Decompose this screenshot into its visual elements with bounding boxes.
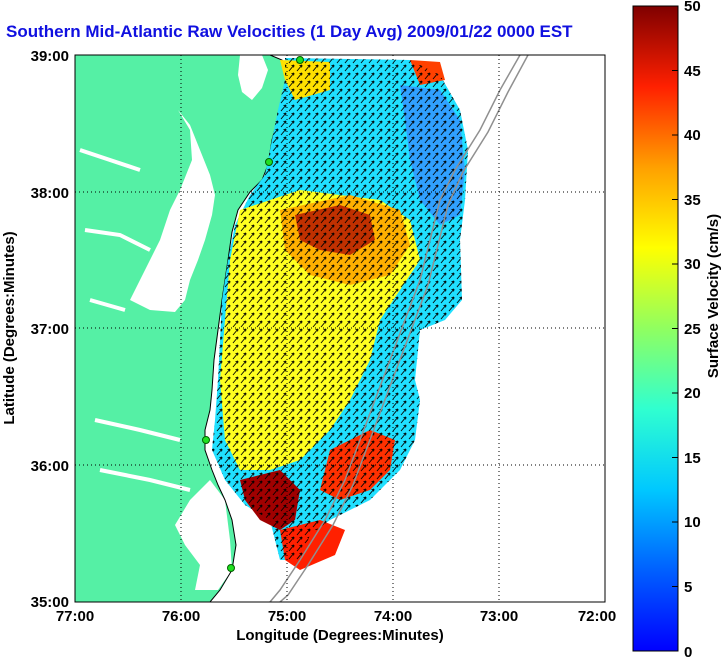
y-tick-label: 36:00	[31, 458, 69, 475]
radar-station-marker	[265, 158, 273, 166]
x-tick-label: 77:00	[56, 608, 94, 625]
colorbar-tick: 10	[684, 514, 701, 531]
chesapeake-bay	[130, 110, 215, 312]
radar-station-marker	[296, 56, 304, 64]
rivers	[79, 148, 191, 492]
colorbar-tick: 0	[684, 644, 692, 659]
y-axis-label: Latitude (Degrees:Minutes)	[1, 231, 18, 424]
velocity-arrows	[212, 58, 468, 560]
y-axis: 39:00 38:00 37:00 36:00 35:00 Latitude (…	[1, 48, 69, 611]
delaware-bay	[238, 55, 268, 100]
pamlico-sound	[175, 480, 232, 590]
colorbar-tick: 30	[684, 256, 701, 273]
y-tick-label: 38:00	[31, 185, 69, 202]
colorbar-tick: 5	[684, 579, 692, 596]
bathymetry-contour-2	[279, 55, 529, 602]
colorbar: 50 45 40 35 30 25 20 15 10 5 0 Surface V…	[632, 0, 722, 659]
colorbar-gradient	[632, 5, 679, 652]
x-axis-label: Longitude (Degrees:Minutes)	[236, 627, 444, 644]
colorbar-tick: 35	[684, 192, 701, 209]
colorbar-label: Surface Velocity (cm/s)	[705, 214, 722, 378]
x-tick-label: 73:00	[480, 608, 518, 625]
x-tick-label: 74:00	[374, 608, 412, 625]
colorbar-tick: 25	[684, 321, 701, 338]
chart-title: Southern Mid-Atlantic Raw Velocities (1 …	[6, 22, 573, 41]
y-tick-label: 37:00	[31, 321, 69, 338]
colorbar-tick: 45	[684, 63, 701, 80]
axes-frame	[74, 54, 606, 603]
x-tick-label: 75:00	[268, 608, 306, 625]
x-axis: 77:00 76:00 75:00 74:00 73:00 72:00 Long…	[56, 608, 616, 644]
colorbar-tick: 50	[684, 0, 701, 15]
colorbar-tick: 20	[684, 385, 701, 402]
x-tick-label: 72:00	[578, 608, 616, 625]
grid-lines	[75, 55, 605, 602]
radar-station-marker	[227, 564, 235, 572]
y-tick-label: 35:00	[31, 594, 69, 611]
radar-station-marker	[202, 436, 210, 444]
colorbar-tick: 15	[684, 450, 701, 467]
land-mass	[75, 55, 290, 602]
y-tick-label: 39:00	[31, 48, 69, 65]
bathymetry-contour	[269, 55, 521, 602]
colorbar-tick: 40	[684, 127, 701, 144]
x-tick-label: 76:00	[162, 608, 200, 625]
